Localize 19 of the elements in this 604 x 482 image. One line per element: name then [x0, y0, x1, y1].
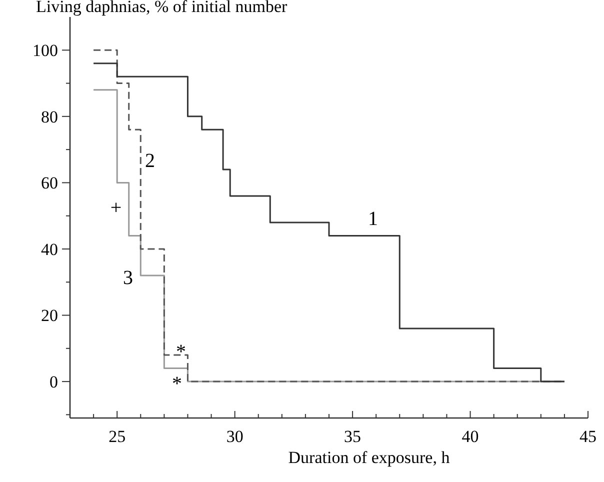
annotation: 3 — [123, 267, 133, 289]
y-tick-label: 20 — [41, 306, 58, 326]
y-tick-label: 0 — [50, 372, 58, 392]
x-tick-label: 45 — [580, 427, 596, 446]
x-tick-label: 25 — [108, 427, 126, 446]
x-tick-label: 30 — [226, 427, 244, 446]
x-tick-label: 35 — [344, 427, 362, 446]
annotation: * — [172, 373, 182, 395]
chart-title: Living daphnias, % of initial number — [36, 0, 288, 16]
annotation: + — [110, 197, 122, 219]
x-axis-title: Duration of exposure, h — [288, 448, 450, 467]
y-tick-label: 100 — [32, 41, 58, 60]
annotation: 1 — [368, 208, 378, 230]
annotation: 2 — [145, 150, 155, 172]
annotation: * — [176, 341, 186, 363]
x-tick-label: 40 — [462, 427, 479, 446]
y-tick-label: 40 — [41, 240, 58, 259]
y-tick-label: 60 — [41, 174, 58, 193]
y-tick-label: 80 — [41, 107, 58, 126]
